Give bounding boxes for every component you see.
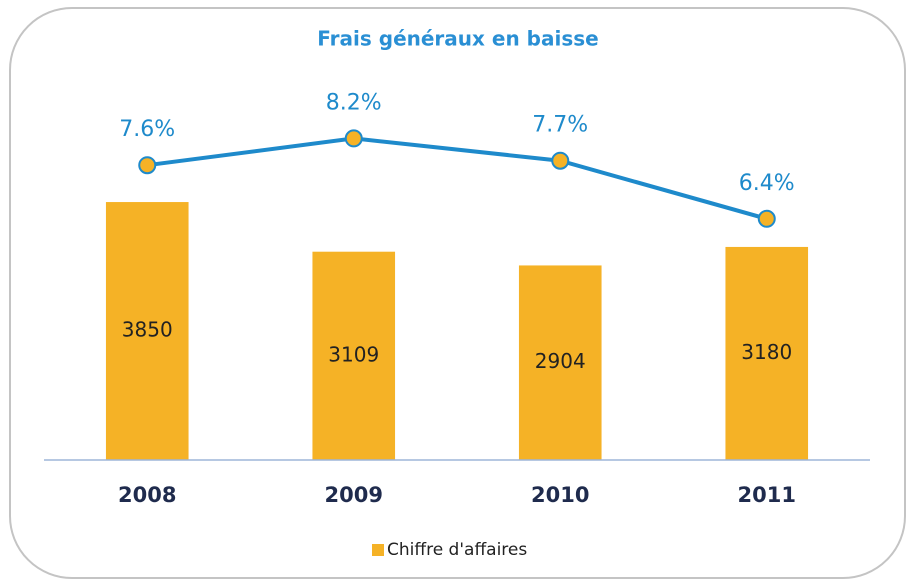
x-tick-label: 2011 [738,483,796,507]
line-value-label: 6.4% [739,171,795,196]
line-marker [138,156,157,175]
frame [9,7,906,579]
bar [518,265,602,460]
chart-title: Frais généraux en baisse [317,27,598,51]
bar-value-label: 3109 [328,342,379,366]
line-value-label: 7.6% [119,117,175,142]
line-marker [757,209,776,228]
bar [725,246,809,460]
legend-swatch [372,544,384,556]
bar-value-label: 2904 [535,349,586,373]
line [146,136,768,221]
legend-label: Chiffre d'affaires [387,540,527,560]
line-value-label: 7.7% [532,113,588,138]
x-tick-label: 2008 [118,483,176,507]
bar-value-label: 3850 [122,318,173,342]
line-value-label: 8.2% [326,90,382,115]
line-marker [551,151,570,170]
bar [312,251,396,460]
line-marker [344,129,363,148]
x-tick-label: 2010 [531,483,589,507]
bar [105,202,189,461]
x-tick-label: 2009 [325,483,383,507]
bar-value-label: 3180 [741,340,792,364]
